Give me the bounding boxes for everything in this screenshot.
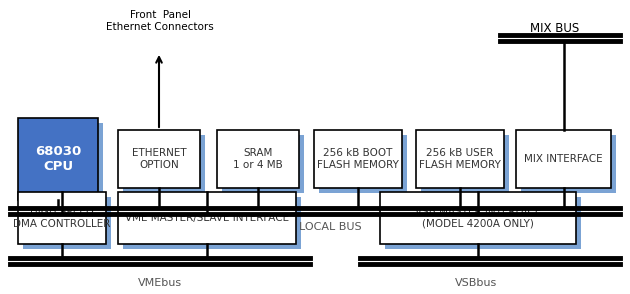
Text: SRAM
1 or 4 MB: SRAM 1 or 4 MB — [233, 148, 283, 170]
Text: MIX BUS: MIX BUS — [530, 22, 580, 35]
Bar — [516, 130, 611, 188]
Text: VMEbus: VMEbus — [138, 278, 182, 288]
Text: 256 kB USER
FLASH MEMORY: 256 kB USER FLASH MEMORY — [419, 148, 501, 170]
Bar — [123, 135, 205, 193]
Bar — [123, 197, 301, 249]
Bar — [18, 192, 106, 244]
Bar — [421, 135, 509, 193]
Bar — [416, 130, 504, 188]
Text: VME MASTER/SLAVE INTERFACE: VME MASTER/SLAVE INTERFACE — [125, 213, 289, 223]
Bar — [385, 197, 581, 249]
Bar — [18, 118, 98, 200]
Text: LOCAL BUS: LOCAL BUS — [299, 222, 362, 232]
Text: VSBbus: VSBbus — [455, 278, 497, 288]
Bar — [314, 130, 402, 188]
Bar — [217, 130, 299, 188]
Text: 256 kB BOOT
FLASH MEMORY: 256 kB BOOT FLASH MEMORY — [317, 148, 399, 170]
Text: HIGH SPEED
DMA CONTROLLER: HIGH SPEED DMA CONTROLLER — [13, 207, 111, 229]
Bar — [23, 123, 103, 205]
Text: VSB MASTER INTERFACE
(MODEL 4200A ONLY): VSB MASTER INTERFACE (MODEL 4200A ONLY) — [415, 207, 541, 229]
Text: MIX INTERFACE: MIX INTERFACE — [524, 154, 603, 164]
Bar — [118, 130, 200, 188]
Bar — [23, 197, 111, 249]
Text: Front  Panel
Ethernet Connectors: Front Panel Ethernet Connectors — [106, 10, 214, 31]
Bar — [222, 135, 304, 193]
Bar — [380, 192, 576, 244]
Bar — [118, 192, 296, 244]
Text: 68030
CPU: 68030 CPU — [35, 145, 81, 173]
Bar — [521, 135, 616, 193]
Bar — [319, 135, 407, 193]
Text: ETHERNET
OPTION: ETHERNET OPTION — [132, 148, 186, 170]
